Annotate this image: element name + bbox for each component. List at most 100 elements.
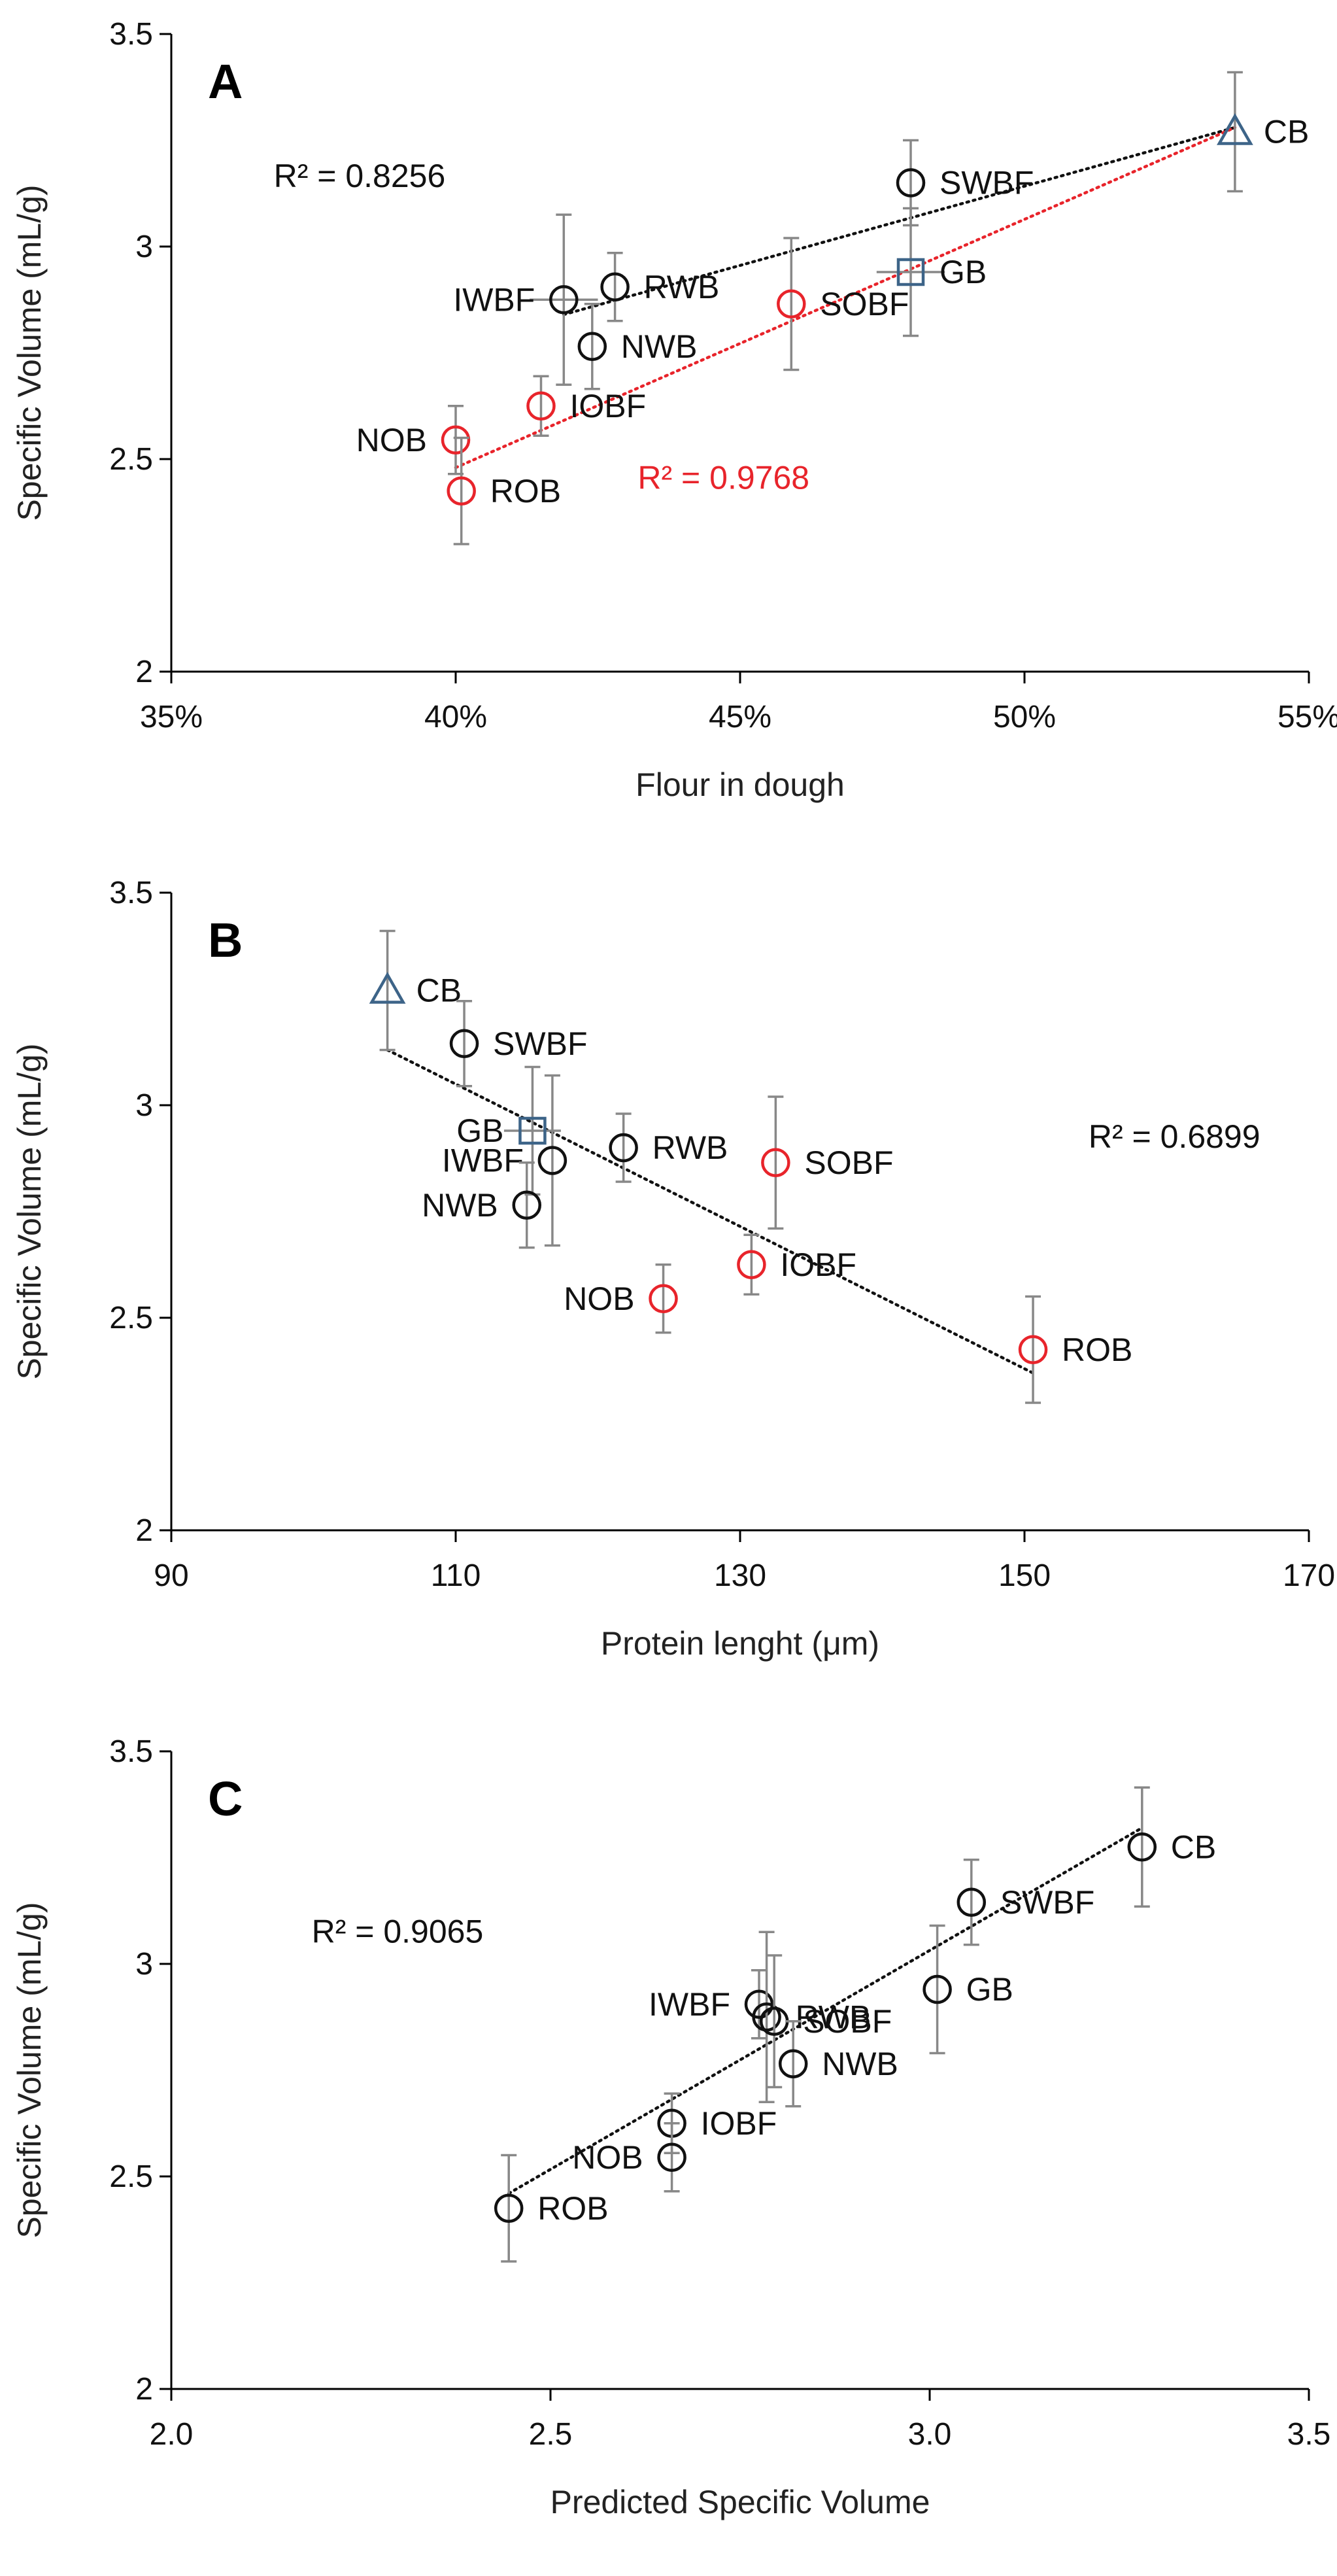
x-tick-label: 150 <box>998 1558 1051 1593</box>
y-tick-label: 2.5 <box>109 1301 153 1335</box>
point-label-cb: CB <box>1171 1829 1216 1865</box>
circle-marker <box>761 1148 790 1177</box>
circle-marker <box>494 2193 524 2223</box>
point-label-iwbf: IWBF <box>453 281 535 318</box>
circle-marker <box>577 332 607 361</box>
point-label-rob: ROB <box>537 2190 608 2227</box>
r-squared-label: R² = 0.6899 <box>1089 1118 1261 1155</box>
x-tick-label: 45% <box>709 700 771 734</box>
circle-marker <box>657 2142 686 2172</box>
x-tick-label: 50% <box>993 700 1056 734</box>
point-label-rwb: RWB <box>644 269 720 305</box>
trendline <box>507 1826 1144 2195</box>
circle-marker <box>896 168 926 197</box>
x-tick-label: 40% <box>424 700 487 734</box>
point-label-iwbf: IWBF <box>442 1142 524 1179</box>
circle-marker <box>737 1250 766 1279</box>
point-label-nwb: NWB <box>422 1187 498 1224</box>
point-label-gb: GB <box>966 1971 1013 2008</box>
r-squared-label: R² = 0.8256 <box>274 158 446 194</box>
point-label-nob: NOB <box>572 2139 643 2176</box>
x-tick-label: 3.5 <box>1287 2417 1331 2452</box>
y-tick-label: 3.5 <box>109 17 153 52</box>
triangle-marker <box>1217 112 1253 145</box>
trendline <box>454 126 1237 470</box>
circle-marker <box>922 1974 952 2004</box>
y-tick-label: 2 <box>135 1513 153 1548</box>
y-tick-label: 3.5 <box>109 876 153 910</box>
point-label-swbf: SWBF <box>939 165 1034 201</box>
circle-marker <box>441 425 471 455</box>
x-tick-label: 3.0 <box>908 2417 952 2452</box>
point-label-iobf: IOBF <box>780 1246 856 1283</box>
x-tick-label: 170 <box>1283 1558 1335 1593</box>
x-tick-label: 130 <box>714 1558 766 1593</box>
triangle-marker <box>369 971 406 1004</box>
panel-letter: A <box>208 54 243 109</box>
x-tick-label: 90 <box>154 1558 188 1593</box>
square-marker <box>896 258 925 286</box>
point-label-swbf: SWBF <box>1000 1884 1094 1921</box>
circle-marker <box>600 272 630 301</box>
y-tick-label: 3 <box>135 1947 153 1982</box>
y-tick-label: 3.5 <box>109 1734 153 1769</box>
point-label-nob: NOB <box>356 422 427 458</box>
point-label-iwbf: IWBF <box>649 1986 730 2023</box>
circle-marker <box>449 1029 479 1058</box>
circle-marker <box>1018 1335 1048 1364</box>
circle-marker <box>649 1284 678 1313</box>
circle-marker <box>447 476 476 506</box>
circle-marker <box>777 289 806 318</box>
point-label-sobf: SOBF <box>820 286 909 322</box>
x-tick-label: 2.0 <box>150 2417 194 2452</box>
x-axis-title: Protein lenght (μm) <box>601 1625 879 1662</box>
point-label-nob: NOB <box>564 1280 634 1317</box>
circle-marker <box>609 1133 638 1163</box>
x-tick-label: 55% <box>1278 700 1337 734</box>
y-axis-title: Specific Volume (mL/g) <box>11 184 48 521</box>
x-axis-title: Predicted Specific Volume <box>550 2484 930 2520</box>
point-label-nwb: NWB <box>822 2046 898 2082</box>
chart-b: 2 2.5 3 3.5 90 110 130 150 170 Protein lenght (μm… <box>11 876 1335 1662</box>
point-label-iobf: IOBF <box>570 388 647 424</box>
panel-letter: C <box>208 1772 243 1826</box>
point-label-rwb: RWB <box>652 1129 728 1166</box>
circle-marker <box>549 285 579 315</box>
y-tick-label: 2.5 <box>109 2159 153 2194</box>
y-tick-label: 2.5 <box>109 442 153 477</box>
point-label-rwb: RWB <box>796 1999 872 2035</box>
point-label-iobf: IOBF <box>701 2105 777 2142</box>
r-squared-label: R² = 0.9065 <box>312 1914 484 1950</box>
circle-marker <box>537 1146 567 1175</box>
circle-marker <box>1127 1832 1157 1862</box>
y-tick-label: 2 <box>135 655 153 689</box>
x-axis-title: Flour in dough <box>635 766 845 803</box>
x-tick-label: 2.5 <box>529 2417 573 2452</box>
r-squared-label: R² = 0.9768 <box>637 460 809 496</box>
trendline <box>562 126 1237 317</box>
y-tick-label: 2 <box>135 2372 153 2407</box>
point-label-gb: GB <box>456 1112 503 1149</box>
x-tick-label: 110 <box>431 1558 481 1593</box>
trendline <box>386 1048 1035 1375</box>
chart-c: 2 2.5 3 3.5 2.0 2.5 3.0 3.5 Predicted Specific V… <box>11 1734 1331 2520</box>
y-tick-label: 3 <box>135 230 153 264</box>
point-label-nwb: NWB <box>621 328 698 365</box>
point-label-cb: CB <box>416 972 462 1009</box>
chart-panel-a: 2 2.5 3 3.5 35% 40% 45% 50% 55% Flour in dough Spe… <box>0 0 1337 859</box>
circle-marker <box>512 1190 541 1220</box>
y-axis-title: Specific Volume (mL/g) <box>11 1043 48 1379</box>
chart-a: 2 2.5 3 3.5 35% 40% 45% 50% 55% Flour in dough Spe… <box>11 17 1337 803</box>
y-tick-label: 3 <box>135 1088 153 1123</box>
circle-marker <box>526 391 556 421</box>
circle-marker <box>956 1887 987 1917</box>
point-label-gb: GB <box>939 254 987 290</box>
point-label-rob: ROB <box>1062 1331 1132 1368</box>
point-label-sobf: SOBF <box>803 2003 892 2040</box>
circle-marker <box>778 2049 808 2078</box>
point-label-rob: ROB <box>490 473 561 509</box>
x-tick-label: 35% <box>140 700 203 734</box>
chart-panel-b: 2 2.5 3 3.5 90 110 130 150 170 Protein lenght (μm… <box>0 859 1337 1717</box>
point-label-swbf: SWBF <box>493 1025 587 1062</box>
